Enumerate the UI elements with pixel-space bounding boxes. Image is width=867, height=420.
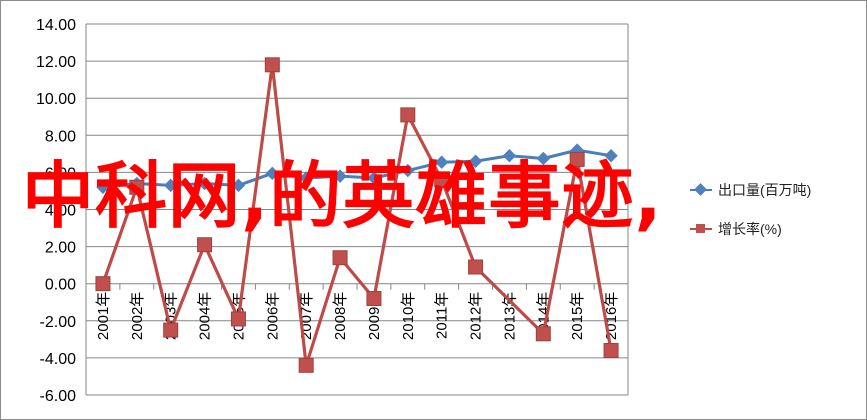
data-point-growth xyxy=(230,311,246,327)
data-point-growth xyxy=(129,179,145,195)
series-line-export xyxy=(102,148,612,189)
data-point-export xyxy=(299,171,313,185)
x-tick-label: 2002年 xyxy=(129,292,146,340)
y-tick-label: -2.00 xyxy=(40,314,77,331)
x-tick-label: 2015年 xyxy=(569,292,586,340)
legend-item-export: 出口量(百万吨) xyxy=(690,180,811,200)
x-tick-label: 2012年 xyxy=(468,292,485,340)
data-point-growth xyxy=(434,172,450,188)
data-point-growth xyxy=(468,259,484,275)
y-tick-label: 4.00 xyxy=(45,203,76,220)
x-tick-labels: 2001年2002年2003年2004年2005年2006年2007年2008年… xyxy=(95,292,620,340)
y-tick-labels: -6.00 -4.00 -2.00 0.00 2.00 4.00 6.00 8.00 10.00… xyxy=(36,17,76,405)
x-tick-label: 2004年 xyxy=(197,292,214,340)
series-group xyxy=(95,57,619,373)
data-point-growth xyxy=(535,326,551,342)
x-tick-label: 2011年 xyxy=(434,292,451,339)
data-point-growth xyxy=(95,276,111,292)
x-tick-label: 2008年 xyxy=(332,292,349,340)
data-point-export xyxy=(265,166,280,181)
data-point-export xyxy=(163,178,178,193)
legend-item-growth: 增长率(%) xyxy=(690,219,782,239)
x-tick-label: 2010年 xyxy=(400,292,417,340)
data-point-export xyxy=(604,148,618,163)
data-point-growth xyxy=(332,250,348,266)
data-point-export xyxy=(96,180,110,194)
y-tick-label: 10.00 xyxy=(36,91,76,108)
x-tick-label: 2006年 xyxy=(264,292,281,340)
legend-label-export: 出口量(百万吨) xyxy=(718,182,812,198)
data-point-growth xyxy=(264,57,280,73)
gridlines xyxy=(85,23,629,396)
data-point-growth xyxy=(197,237,213,253)
x-tick-label: 2001年 xyxy=(95,292,112,340)
data-point-export xyxy=(468,154,483,168)
data-point-export xyxy=(367,171,381,185)
y-tick-label: 8.00 xyxy=(45,128,76,145)
data-point-growth xyxy=(366,291,382,307)
data-point-export xyxy=(231,178,246,193)
y-tick-label: 2.00 xyxy=(45,240,76,257)
y-tick-label: 0.00 xyxy=(45,277,76,294)
y-tick-label: 6.00 xyxy=(45,165,76,182)
y-tick-label: 12.00 xyxy=(36,54,76,71)
data-point-export xyxy=(502,148,517,163)
data-point-export xyxy=(434,155,449,169)
data-point-export xyxy=(401,163,415,178)
overlay-title: 中科网,的英雄事迹, xyxy=(22,154,663,238)
y-tick-label: -4.00 xyxy=(40,351,77,368)
legend-swatch-export xyxy=(690,183,712,196)
data-point-growth xyxy=(400,107,416,123)
y-tick-label: -6.00 xyxy=(40,388,77,405)
data-point-growth xyxy=(603,342,619,358)
data-point-growth xyxy=(163,322,179,338)
legend-swatch-growth xyxy=(690,224,712,233)
y-tick-label: 14.00 xyxy=(36,17,76,34)
data-point-export xyxy=(536,151,551,166)
data-point-growth xyxy=(298,357,314,373)
data-point-growth xyxy=(569,151,585,167)
data-point-export xyxy=(197,176,212,191)
data-point-export xyxy=(333,169,347,183)
legend-label-growth: 增长率(%) xyxy=(718,221,782,237)
